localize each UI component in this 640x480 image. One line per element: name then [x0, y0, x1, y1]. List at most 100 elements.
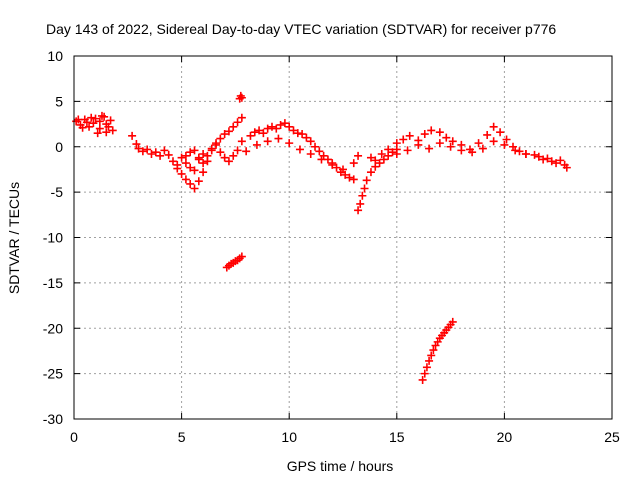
data-point: [399, 135, 408, 144]
data-point: [246, 131, 255, 140]
data-point: [552, 159, 561, 168]
data-point: [190, 184, 199, 193]
data-point: [285, 122, 294, 131]
y-tick-label: -10: [43, 230, 63, 246]
data-point: [420, 369, 429, 378]
data-point: [311, 142, 320, 151]
data-point: [354, 206, 363, 215]
data-point: [220, 130, 229, 139]
series-evening: [530, 150, 571, 172]
data-point: [285, 139, 294, 148]
x-axis-title: GPS time / hours: [287, 458, 394, 474]
data-point: [489, 122, 498, 131]
data-point: [224, 127, 233, 136]
data-point: [293, 129, 302, 138]
data-point: [89, 119, 98, 128]
series-afternoon-b: [392, 137, 530, 159]
data-point: [242, 147, 251, 156]
data-point: [229, 122, 238, 131]
data-point: [255, 126, 264, 135]
data-point: [478, 144, 487, 153]
data-point: [138, 147, 147, 156]
chart-title: Day 143 of 2022, Sidereal Day-to-day VTE…: [46, 21, 556, 37]
data-point: [237, 93, 246, 102]
data-point: [403, 146, 412, 155]
data-point: [181, 159, 190, 168]
data-point: [377, 150, 386, 159]
data-point: [371, 156, 380, 165]
data-point: [405, 131, 414, 140]
data-point: [156, 151, 165, 160]
data-point: [483, 130, 492, 139]
data-point: [489, 137, 498, 146]
data-point: [263, 137, 272, 146]
axes: 0 5 10 15 20 25 -30 -25 -20 -15 -10 -5 0 5 10: [43, 48, 620, 445]
data-point: [435, 128, 444, 137]
data-point: [274, 134, 283, 143]
data-point: [392, 150, 401, 159]
series-midday-b: [242, 134, 363, 174]
data-point: [435, 139, 444, 148]
data-point: [173, 164, 182, 173]
data-point: [106, 116, 115, 125]
data-point: [164, 150, 173, 159]
data-point: [224, 157, 233, 166]
data-point: [280, 119, 289, 128]
data-point: [250, 128, 259, 137]
x-tick-label: 10: [281, 429, 297, 445]
data-point: [366, 153, 375, 162]
data-point: [151, 148, 160, 157]
data-point: [468, 148, 477, 157]
data-point: [474, 139, 483, 148]
data-point: [177, 169, 186, 178]
data-point: [74, 115, 83, 124]
data-point: [91, 114, 100, 123]
data-point: [78, 123, 87, 132]
y-tick-label: -5: [51, 184, 64, 200]
data-point: [276, 120, 285, 129]
data-point: [349, 159, 358, 168]
data-point: [341, 170, 350, 179]
data-point: [298, 130, 307, 139]
data-point: [186, 163, 195, 172]
data-point: [95, 117, 104, 126]
data-point: [420, 130, 429, 139]
data-point: [237, 113, 246, 122]
data-point: [132, 140, 141, 149]
data-point: [306, 137, 315, 146]
data-point: [339, 165, 347, 174]
data-point: [207, 144, 216, 153]
x-tick-label: 15: [389, 429, 405, 445]
data-point: [388, 148, 397, 157]
data-point: [511, 146, 520, 155]
data-point: [366, 168, 375, 177]
data-point: [429, 346, 438, 355]
data-point: [82, 118, 91, 127]
data-point: [500, 140, 509, 149]
data-point: [216, 134, 225, 143]
data-point: [143, 145, 152, 154]
data-point: [168, 157, 177, 166]
data-point: [446, 142, 455, 151]
series-midday: [246, 119, 358, 184]
x-tick-label: 25: [604, 429, 620, 445]
data-point: [95, 124, 104, 133]
data-point: [425, 356, 434, 365]
data-point: [233, 146, 242, 155]
data-point: [259, 129, 268, 138]
data-point: [102, 128, 111, 137]
data-point: [418, 375, 427, 384]
y-tick-label: -25: [43, 366, 63, 382]
data-point: [539, 155, 548, 164]
data-point: [345, 173, 354, 182]
series-steep-line: [418, 317, 457, 384]
data-point: [190, 146, 199, 155]
data-point: [556, 156, 565, 165]
data-point: [425, 144, 434, 153]
data-point: [457, 146, 466, 155]
x-tick-label: 20: [497, 429, 513, 445]
data-point: [530, 150, 539, 159]
data-point: [229, 151, 238, 160]
data-point: [108, 126, 117, 135]
